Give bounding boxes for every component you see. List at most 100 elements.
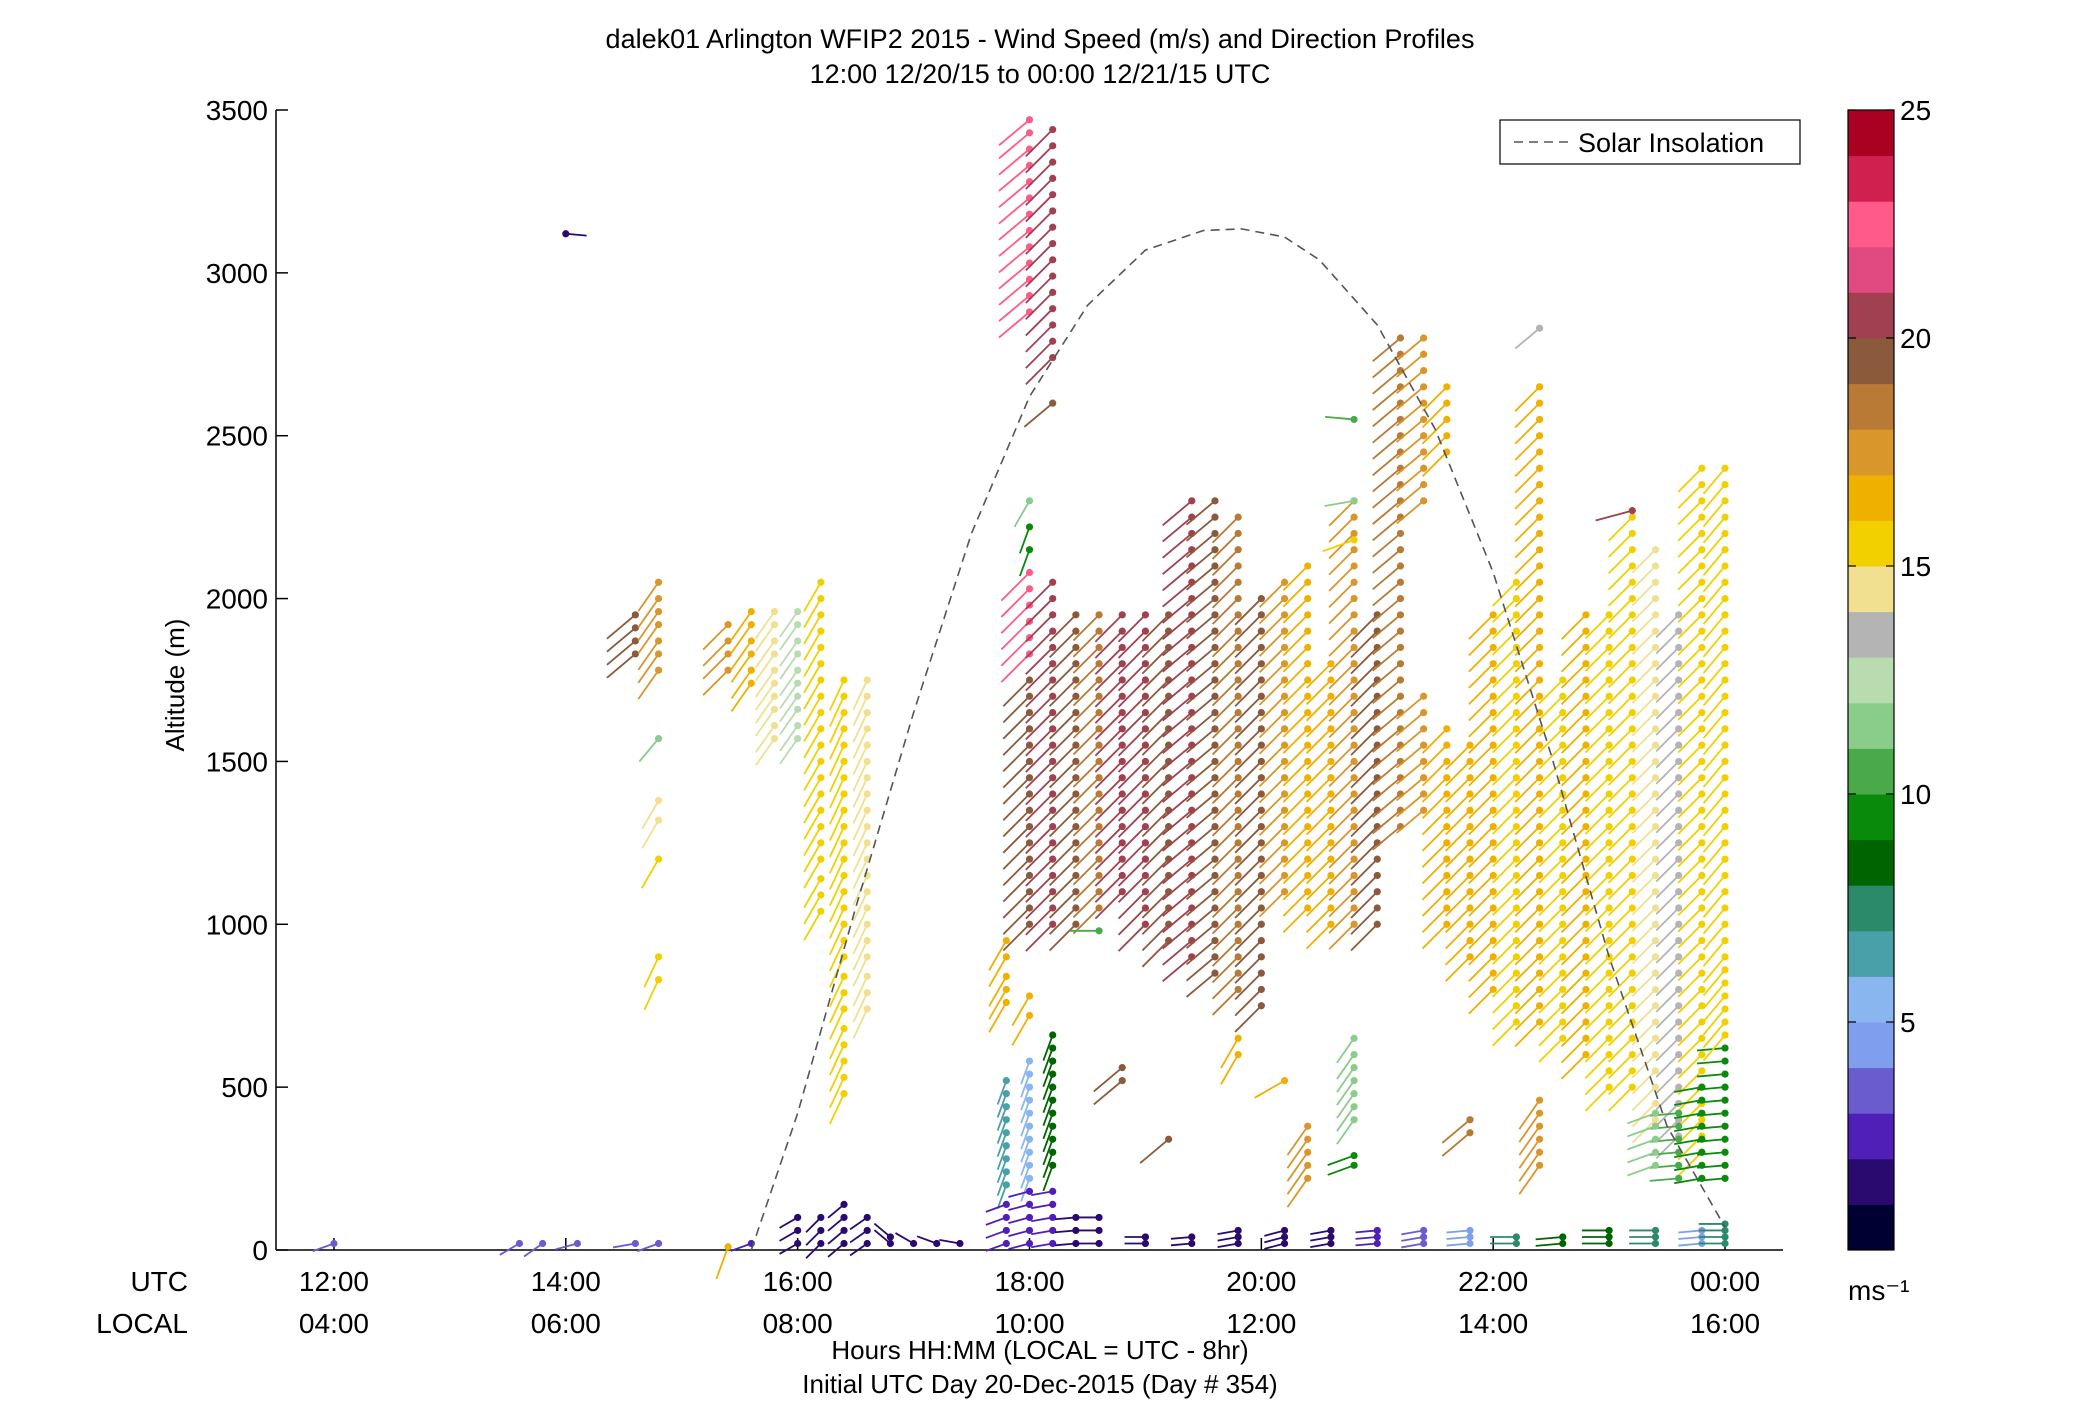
wind-barb-stem xyxy=(1677,1037,1703,1063)
wind-barb-dot xyxy=(1721,953,1729,961)
wind-barb-dot xyxy=(1628,725,1636,733)
wind-barb-stem xyxy=(1655,842,1680,866)
wind-barb-stem xyxy=(1401,1236,1424,1242)
wind-barb-stem xyxy=(1211,939,1239,967)
wind-barb-stem xyxy=(637,669,660,700)
wind-barb-stem xyxy=(1655,695,1680,720)
wind-barb-stem xyxy=(1211,549,1239,576)
wind-barb-stem xyxy=(1048,777,1077,805)
wind-barb-dot xyxy=(1582,1018,1590,1026)
wind-barb-dot xyxy=(1721,806,1729,814)
wind-barb-stem xyxy=(1655,728,1680,752)
wind-barb-stem xyxy=(1282,695,1309,722)
wind-barb-stem xyxy=(1258,842,1286,869)
wind-barb-stem xyxy=(1282,858,1309,885)
wind-barb-stem xyxy=(1072,695,1100,723)
colorbar-segment xyxy=(1848,201,1894,248)
wind-barb-stem xyxy=(996,1158,1008,1183)
wind-barb-stem xyxy=(1445,923,1471,950)
wind-barb-dot xyxy=(1535,562,1544,570)
wind-barb-stem xyxy=(998,311,1031,339)
x-tick-label-local: 08:00 xyxy=(763,1308,833,1339)
colorbar-unit-label: ms⁻¹ xyxy=(1848,1275,1909,1306)
wind-barb-dot xyxy=(1141,839,1150,847)
wind-barb-dot xyxy=(1721,1226,1729,1235)
wind-barb-dot xyxy=(1559,1239,1567,1248)
wind-barb-dot xyxy=(1234,790,1242,798)
wind-barb-dot xyxy=(1605,1233,1613,1241)
colorbar-segment xyxy=(1848,246,1894,293)
wind-barb-dot xyxy=(1396,660,1405,668)
wind-barb-dot xyxy=(1721,708,1729,717)
wind-barb-dot xyxy=(794,650,802,658)
wind-barb-dot xyxy=(1234,969,1242,977)
wind-barb-dot xyxy=(1675,855,1683,863)
wind-barb-stem xyxy=(1468,777,1494,803)
wind-barb-dot xyxy=(1512,855,1520,863)
wind-barb-dot xyxy=(1257,839,1265,847)
wind-barb-stem xyxy=(1002,760,1031,789)
wind-barb-dot xyxy=(1675,1135,1683,1143)
wind-barb-dot xyxy=(1443,790,1451,798)
wind-barb-stem xyxy=(1421,923,1448,950)
wind-barb-stem xyxy=(1607,1005,1633,1031)
wind-barb-stem xyxy=(1468,907,1494,933)
wind-barb-dot xyxy=(1721,1122,1729,1130)
wind-barb-stem xyxy=(1372,532,1402,558)
wind-barb-stem xyxy=(1607,972,1633,998)
wind-barb-dot xyxy=(840,1073,848,1081)
wind-barb-dot xyxy=(1280,1233,1289,1241)
wind-barb-dot xyxy=(1234,546,1242,554)
wind-barb-stem xyxy=(1002,809,1031,838)
wind-barb-stem xyxy=(1350,907,1378,935)
wind-barb-dot xyxy=(1559,920,1567,928)
wind-barb-stem xyxy=(1514,500,1541,526)
wind-barb-stem xyxy=(1117,760,1147,789)
wind-barb-dot xyxy=(1512,920,1520,928)
wind-barb-dot xyxy=(817,643,825,652)
wind-barb-dot xyxy=(1280,741,1289,749)
wind-barb-stem xyxy=(829,679,845,711)
wind-barb-dot xyxy=(840,839,848,847)
wind-barb-dot xyxy=(863,1226,871,1235)
wind-barb-dot xyxy=(654,594,663,603)
wind-barb-stem xyxy=(1141,744,1170,773)
wind-barb-stem xyxy=(1514,728,1541,754)
colorbar-tick-label: 15 xyxy=(1900,551,1931,582)
wind-barb-dot xyxy=(1651,1034,1660,1042)
wind-barb-stem xyxy=(1350,744,1378,773)
wind-barb-stem xyxy=(755,640,776,669)
wind-barb-dot xyxy=(1095,806,1103,814)
colorbar-segment xyxy=(1848,748,1894,795)
wind-barb-stem xyxy=(1234,939,1262,968)
wind-barb-dot xyxy=(1025,116,1034,124)
wind-barb-dot xyxy=(1535,1148,1544,1156)
wind-barb-dot xyxy=(1512,839,1520,847)
wind-barb-stem xyxy=(1560,1037,1587,1064)
wind-barb-dot xyxy=(1049,611,1057,619)
wind-barb-stem xyxy=(1258,711,1286,739)
wind-barb-stem xyxy=(1584,646,1610,672)
wind-barb-stem xyxy=(1020,1099,1031,1124)
wind-barb-stem xyxy=(1655,874,1680,899)
wind-barb-stem xyxy=(1468,874,1494,901)
wind-barb-dot xyxy=(1327,839,1335,847)
y-tick-label: 2500 xyxy=(206,421,268,452)
wind-barb-dot xyxy=(1350,611,1358,619)
wind-barb-dot xyxy=(1512,936,1520,945)
wind-barb-stem xyxy=(1468,939,1494,966)
wind-barb-stem xyxy=(1350,891,1378,919)
wind-barb-stem xyxy=(1702,760,1726,788)
wind-barb-stem xyxy=(1008,1216,1030,1224)
wind-barb-dot xyxy=(724,1243,732,1251)
wind-barb-stem xyxy=(829,907,845,939)
wind-barb-dot xyxy=(1049,1044,1057,1052)
wind-barb-stem xyxy=(1514,451,1541,477)
wind-barb-stem xyxy=(1002,842,1031,870)
wind-barb-dot xyxy=(1049,790,1057,798)
wind-barb-stem xyxy=(1355,1242,1378,1247)
wind-barb-dot xyxy=(654,578,663,586)
wind-barb-stem xyxy=(1492,858,1518,884)
wind-barb-stem xyxy=(1702,891,1726,918)
wind-barb-dot xyxy=(770,705,779,713)
